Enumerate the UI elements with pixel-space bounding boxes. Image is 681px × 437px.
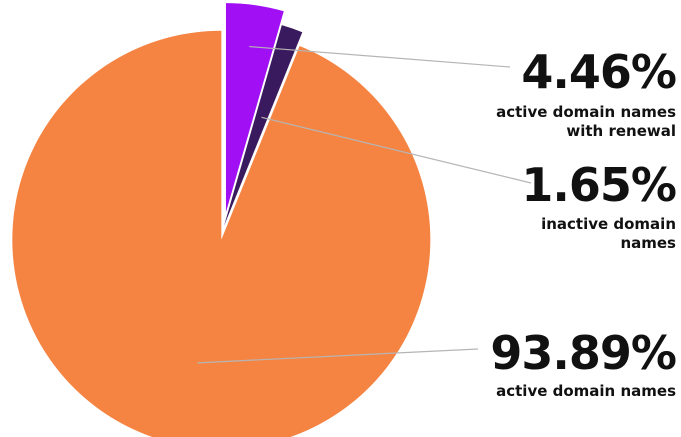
leader-line-renewal [249,45,511,68]
slice-renewal-label-line-2: with renewal [566,122,676,140]
label-group-inactive: 1.65% inactive domain names [521,158,677,252]
slice-renewal-percent: 4.46% [521,45,676,99]
slice-active-label-line-1: active domain names [496,382,676,400]
slice-inactive-label-line-1: inactive domain [541,215,676,233]
label-group-renewal: 4.46% active domain names with renewal [496,45,677,140]
slice-active-percent: 93.89% [490,326,676,380]
slice-inactive-label-line-2: names [620,234,676,252]
slice-inactive-percent: 1.65% [521,158,676,212]
label-group-active: 93.89% active domain names [490,326,677,400]
pie-slice-renewal [225,3,284,213]
leader-line-inactive [261,116,532,184]
leader-lines [197,45,532,364]
slice-renewal-label-line-1: active domain names [496,103,676,121]
pie-slices [12,3,431,437]
pie-slice-active [12,30,431,437]
pie-slice-inactive [224,25,303,226]
leader-line-active [197,348,479,364]
